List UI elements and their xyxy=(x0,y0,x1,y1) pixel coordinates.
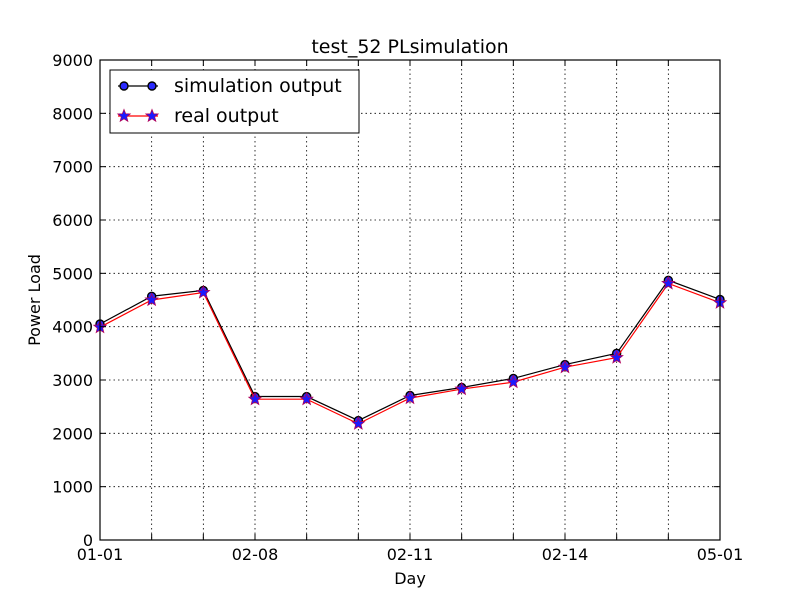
x-axis-title: Day xyxy=(394,569,426,588)
y-tick-label: 3000 xyxy=(52,371,93,390)
y-tick-label: 0 xyxy=(83,531,93,550)
axis-ticks: 01-01 02-08 02-11 02-14 05-01 0 1000 2000 3000 40… xyxy=(52,51,743,564)
legend-marker xyxy=(144,108,160,123)
x-tick-label: 02-08 xyxy=(232,545,279,564)
legend-marker xyxy=(116,108,132,123)
data-point xyxy=(402,390,418,405)
legend-box xyxy=(109,69,360,134)
legend-marker xyxy=(147,81,157,91)
data-point xyxy=(661,275,676,290)
x-tick-label: 02-11 xyxy=(387,545,434,564)
x-tick-label: 02-14 xyxy=(542,545,589,564)
data-point xyxy=(196,284,211,299)
legend-item: real output xyxy=(116,105,279,127)
legend-item: simulation output xyxy=(118,75,342,97)
x-tick-label: 01-01 xyxy=(77,545,124,564)
data-point xyxy=(557,359,573,374)
y-tick-label: 9000 xyxy=(52,51,93,70)
legend-label: simulation output xyxy=(174,75,342,97)
chart-title: test_52 PLsimulation xyxy=(311,36,508,58)
legend-marker xyxy=(119,81,129,91)
data-point xyxy=(351,416,366,430)
y-tick-label: 8000 xyxy=(52,104,93,123)
data-point xyxy=(506,374,521,389)
data-point xyxy=(144,292,159,307)
y-tick-label: 5000 xyxy=(52,264,93,283)
data-point xyxy=(247,391,263,406)
data-point xyxy=(299,391,314,406)
legend-label: real output xyxy=(174,105,279,127)
data-point xyxy=(454,381,469,396)
y-tick-label: 1000 xyxy=(52,478,93,497)
y-tick-label: 4000 xyxy=(52,318,93,337)
y-tick-label: 7000 xyxy=(52,158,93,177)
data-point xyxy=(609,349,624,364)
y-tick-label: 2000 xyxy=(52,424,93,443)
legend-items: simulation output real output xyxy=(116,75,342,127)
y-axis-title: Power Load xyxy=(25,254,44,346)
legend: simulation output real output xyxy=(109,69,360,134)
x-tick-label: 05-01 xyxy=(697,545,744,564)
y-tick-label: 6000 xyxy=(52,211,93,230)
